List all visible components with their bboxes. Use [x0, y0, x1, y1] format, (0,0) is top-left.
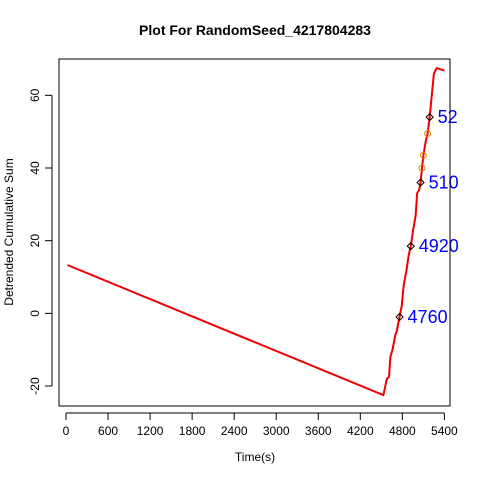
y-axis-label: Detrended Cumulative Sum: [2, 158, 16, 305]
chart-title: Plot For RandomSeed_4217804283: [139, 22, 371, 38]
x-tick-label-7: 4200: [347, 424, 374, 438]
x-tick-label-2: 1200: [137, 424, 164, 438]
diamond-marker-3: [425, 112, 434, 122]
x-tick-label-4: 2400: [221, 424, 248, 438]
x-axis: 0 600 1200 1800 2400 3000 3600 4200 4800 5400: [63, 412, 458, 438]
orange-marker-1: [419, 151, 427, 159]
x-tick-label-9: 5400: [431, 424, 458, 438]
y-axis: -20 0 20 40 60: [28, 88, 53, 395]
x-axis-label: Time(s): [235, 450, 275, 464]
diamond-marker-2: [416, 178, 425, 187]
plot-frame: [58, 58, 451, 407]
x-tick-label-6: 3600: [305, 424, 332, 438]
x-tick-label-1: 600: [98, 424, 118, 438]
y-tick-label-4: 60: [28, 88, 42, 102]
y-tick-label-3: 40: [28, 161, 42, 175]
annotation-layer: 4760 4920 510 52: [408, 107, 459, 327]
marker-layer: [395, 112, 434, 322]
y-tick-label-1: 0: [28, 310, 42, 317]
x-tick-label-8: 4800: [389, 424, 416, 438]
series-layer: [67, 67, 445, 397]
orange-marker-2: [424, 129, 432, 137]
annotation-label-3: 52: [438, 107, 458, 127]
x-tick-label-5: 3000: [263, 424, 290, 438]
y-tick-label-0: -20: [28, 377, 42, 395]
orange-marker-0: [418, 164, 426, 172]
annotation-label-1: 4920: [419, 236, 459, 256]
diamond-marker-0: [395, 312, 404, 322]
y-tick-label-2: 20: [28, 234, 42, 248]
annotation-label-2: 510: [429, 173, 459, 193]
x-tick-label-0: 0: [63, 424, 70, 438]
series-line-0: [67, 67, 445, 397]
diamond-marker-1: [406, 241, 415, 251]
annotation-label-0: 4760: [408, 307, 448, 327]
x-tick-label-3: 1800: [179, 424, 206, 438]
